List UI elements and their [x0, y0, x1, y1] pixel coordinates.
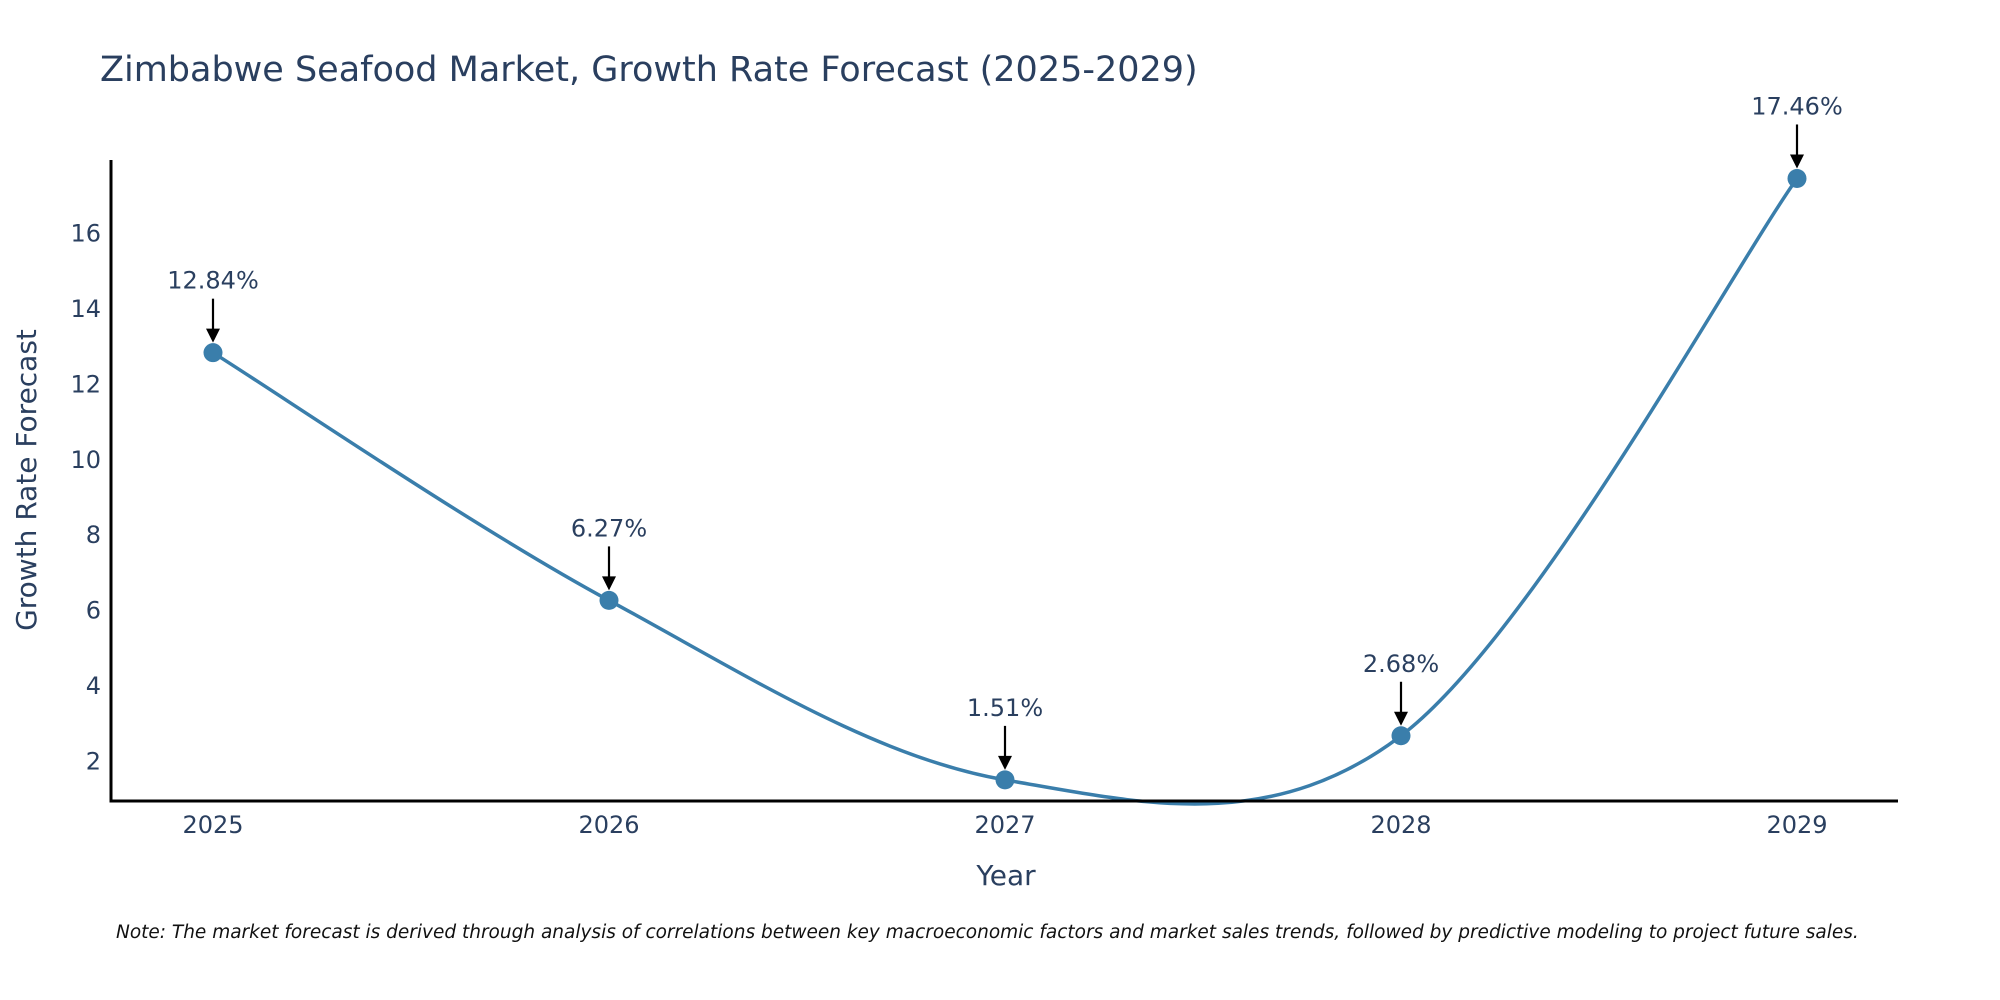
chart-title: Zimbabwe Seafood Market, Growth Rate For…: [100, 50, 1198, 90]
footnote: Note: The market forecast is derived thr…: [116, 922, 1859, 943]
data-point: [995, 770, 1015, 790]
data-label: 17.46%: [1751, 92, 1843, 120]
data-point: [1391, 726, 1411, 746]
annotation-arrow-head: [206, 328, 220, 343]
data-label: 6.27%: [571, 514, 647, 542]
data-point: [203, 343, 223, 363]
annotation-arrow-head: [1394, 711, 1408, 726]
x-tick-label: 2025: [182, 811, 243, 839]
y-tick-label: 12: [70, 370, 101, 398]
data-point: [599, 590, 619, 610]
y-axis-title: Growth Rate Forecast: [10, 329, 43, 631]
data-label-annotations: 12.84% 6.27% 1.51% 2.68% 17.46%: [167, 92, 1843, 770]
y-tick-label: 2: [86, 747, 101, 775]
y-tick-label: 8: [86, 521, 101, 549]
annotation-arrow-head: [1790, 154, 1804, 169]
data-point: [1787, 168, 1807, 188]
x-axis-title: Year: [975, 859, 1036, 892]
series-line: [212, 177, 1799, 806]
x-tick-label: 2027: [974, 811, 1035, 839]
x-tick-label: 2026: [578, 811, 639, 839]
y-tick-label: 14: [70, 295, 101, 323]
y-tick-label: 16: [70, 220, 101, 248]
annotation-arrow-head: [602, 576, 616, 591]
y-tick-label: 4: [86, 672, 101, 700]
y-tick-label: 10: [70, 446, 101, 474]
y-axis-ticks: 2 4 6 8 10 12 14 16: [70, 220, 101, 776]
x-tick-label: 2028: [1370, 811, 1431, 839]
data-label: 1.51%: [967, 694, 1043, 722]
annotation-arrow-head: [998, 755, 1012, 770]
series-markers: [203, 168, 1807, 790]
y-tick-label: 6: [86, 597, 101, 625]
x-tick-label: 2029: [1766, 811, 1827, 839]
x-axis-ticks: 2025 2026 2027 2028 2029: [182, 811, 1827, 839]
data-label: 12.84%: [167, 267, 259, 295]
data-label: 2.68%: [1363, 650, 1439, 678]
